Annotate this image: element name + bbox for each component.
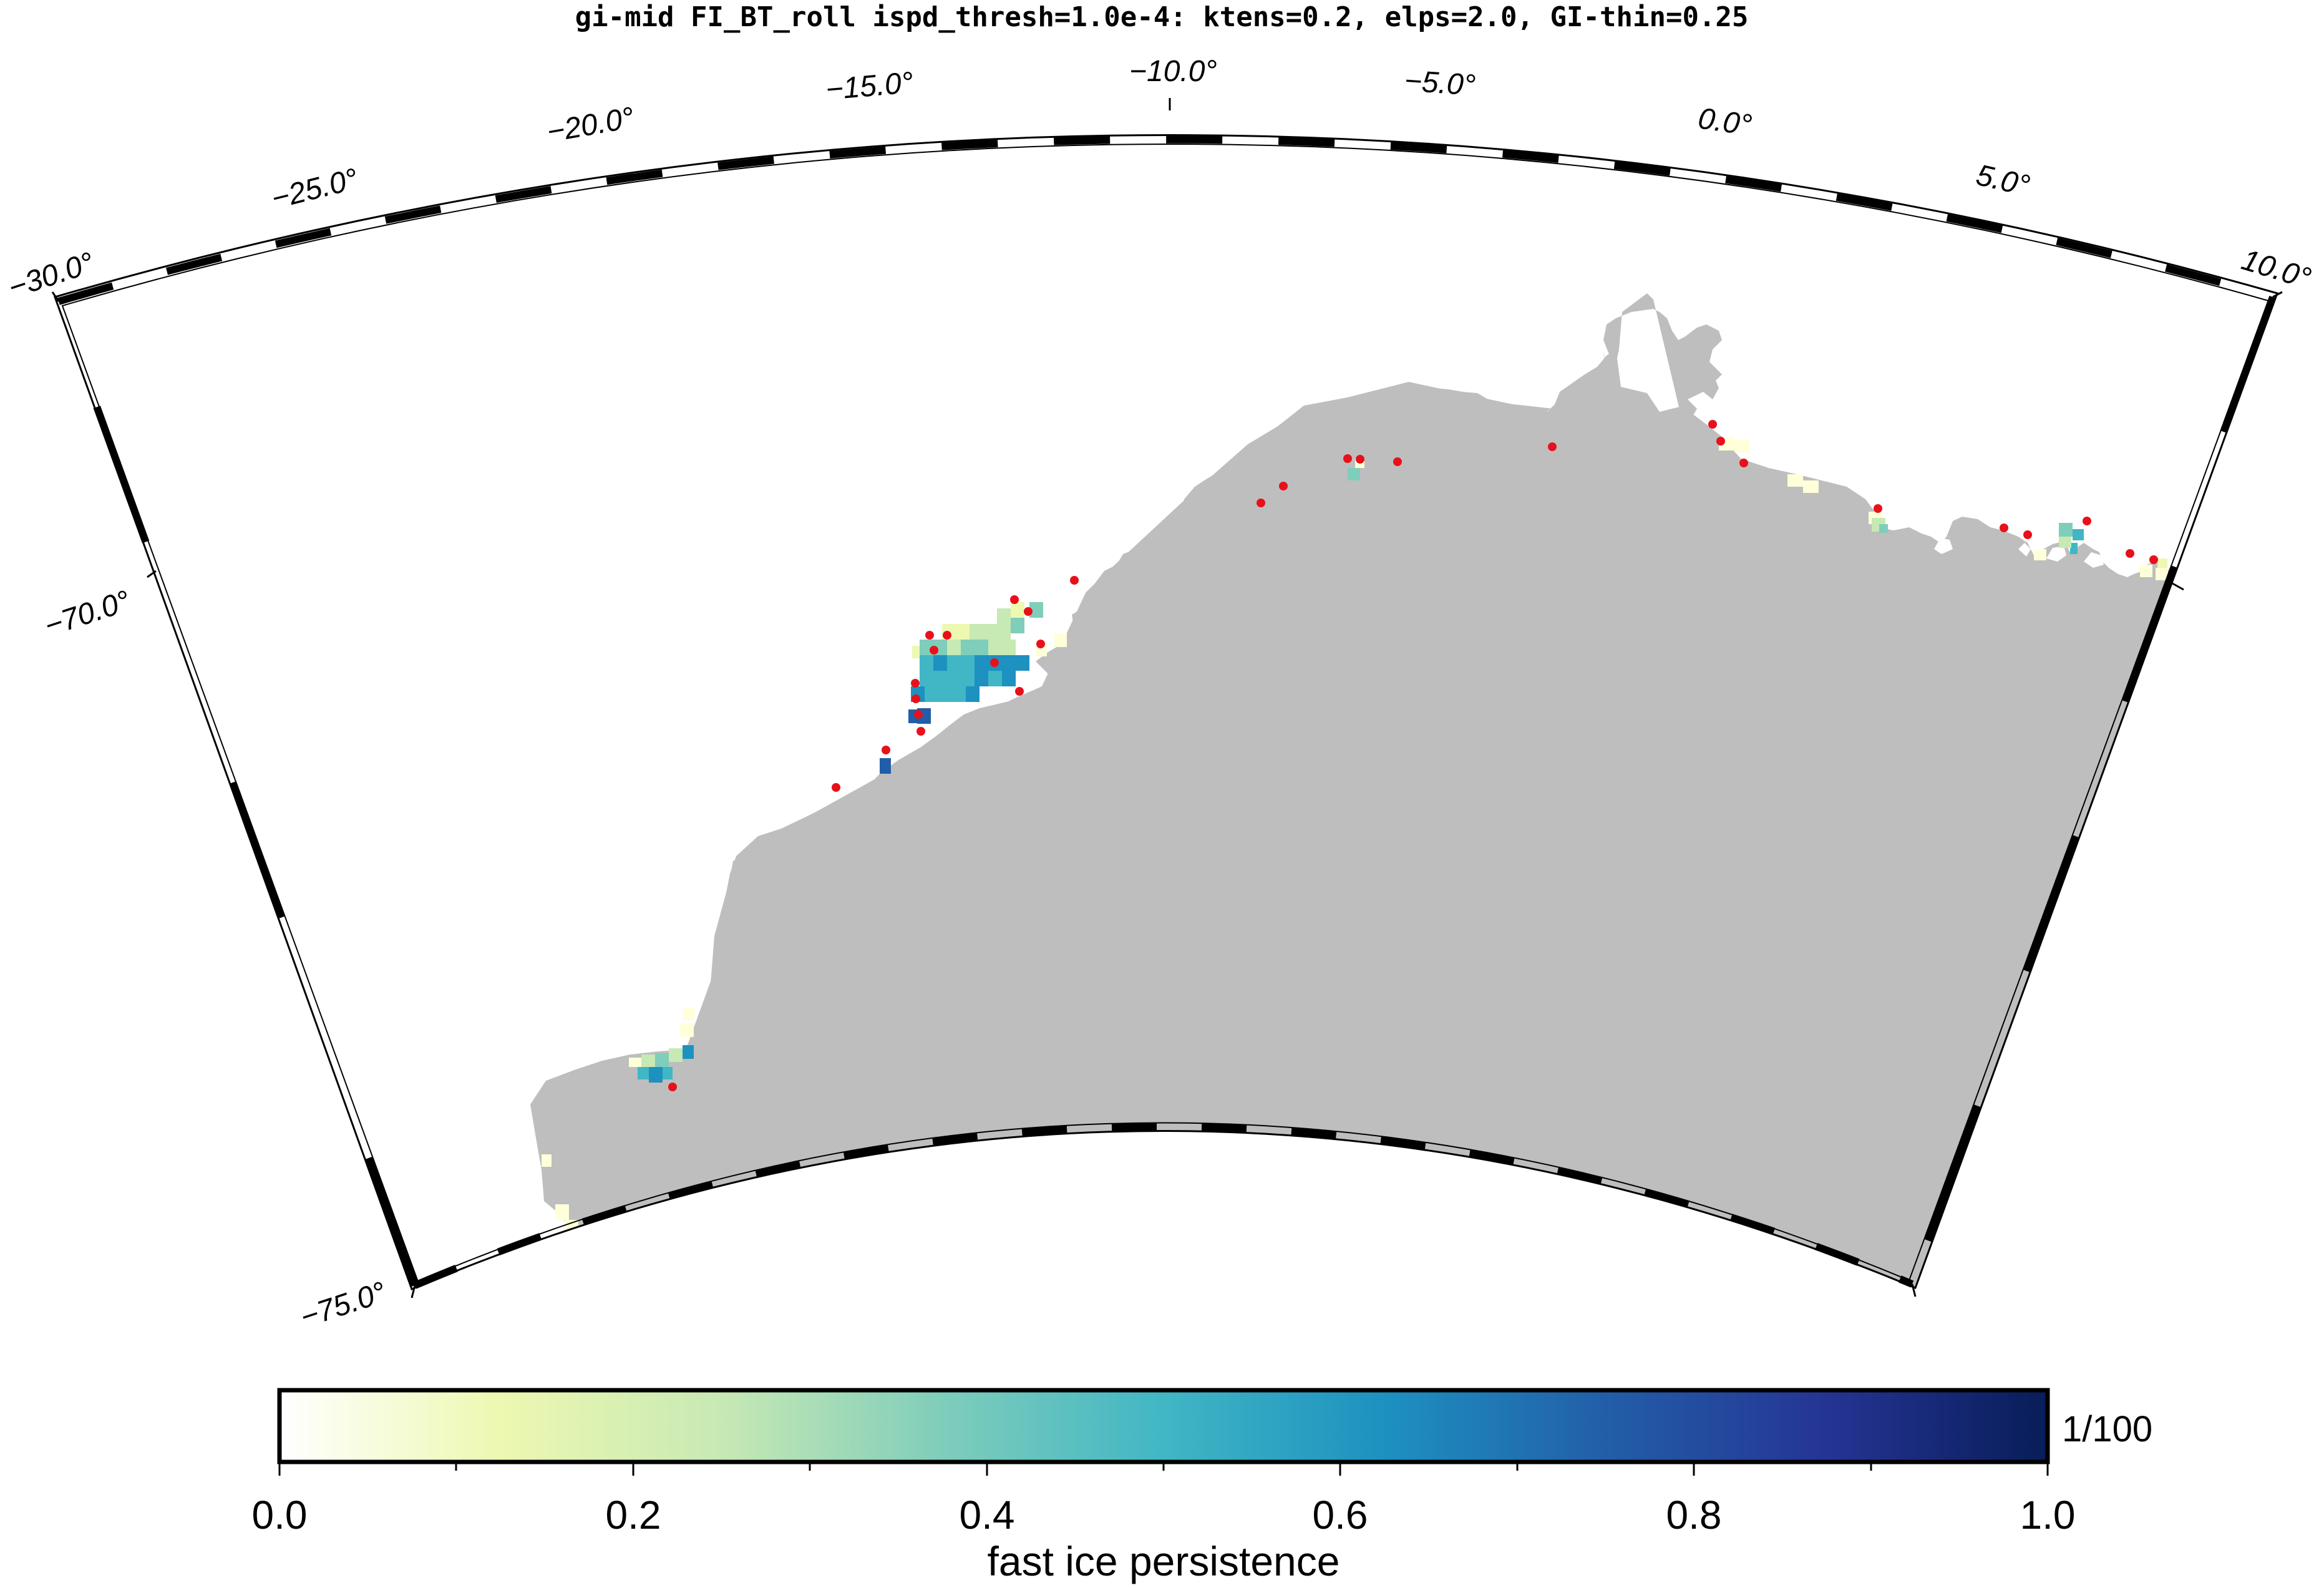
east-bay-1 [1934, 538, 1953, 554]
frame-bottom-checker [413, 1123, 1914, 1289]
frame-ticks [51, 98, 2283, 1298]
colorbar-tick-2: 0.4 [960, 1493, 1015, 1537]
colorbar-bar [277, 1388, 2050, 1464]
colorbar-tick-5: 1.0 [2020, 1493, 2076, 1537]
lon-label-5: 5.0° [1973, 158, 2033, 203]
lat-label-minus70: −70.0° [41, 585, 134, 643]
lat-label-minus75: −75.0° [296, 1276, 390, 1335]
grounded-iceberg-points [668, 420, 2158, 1091]
colorbar-tick-3: 0.6 [1313, 1493, 1368, 1537]
colorbar-tick-4: 0.8 [1666, 1493, 1722, 1537]
lon-label-0: 0.0° [1696, 102, 1753, 142]
colorbar-label: fast ice persistence [988, 1538, 1340, 1584]
colorbar: 0.0 0.2 0.4 0.6 0.8 1.0 1/100 fast ice p… [252, 1388, 2152, 1584]
lon-label-minus15: −15.0° [824, 66, 915, 107]
map-panel [51, 98, 2283, 1298]
lon-label-minus10: −10.0° [1129, 55, 1217, 88]
fast-ice-cells [542, 437, 2168, 1239]
colorbar-ticks [278, 1462, 2049, 1476]
colorbar-unit: 1/100 [2062, 1409, 2152, 1449]
map-frame-inner [61, 144, 2270, 1283]
colorbar-tick-0: 0.0 [252, 1493, 308, 1537]
lon-label-minus5: −5.0° [1403, 64, 1476, 102]
frame-right-checker [1908, 295, 2277, 1286]
lon-label-minus20: −20.0° [545, 101, 637, 149]
east-bay-2 [2046, 546, 2066, 562]
antarctic-land-interior [562, 349, 2277, 1290]
colorbar-tick-1: 0.2 [606, 1493, 661, 1537]
lon-label-minus25: −25.0° [268, 162, 361, 215]
figure-title: gi-mid FI_BT_roll ispd_thresh=1.0e-4: kt… [575, 1, 1749, 33]
east-bay-3 [2084, 552, 2104, 568]
frame-left-checker [55, 300, 419, 1287]
map-frame-outline [54, 134, 2278, 1290]
frame-top-checker [57, 135, 2274, 305]
east-bay-4 [2018, 543, 2031, 557]
